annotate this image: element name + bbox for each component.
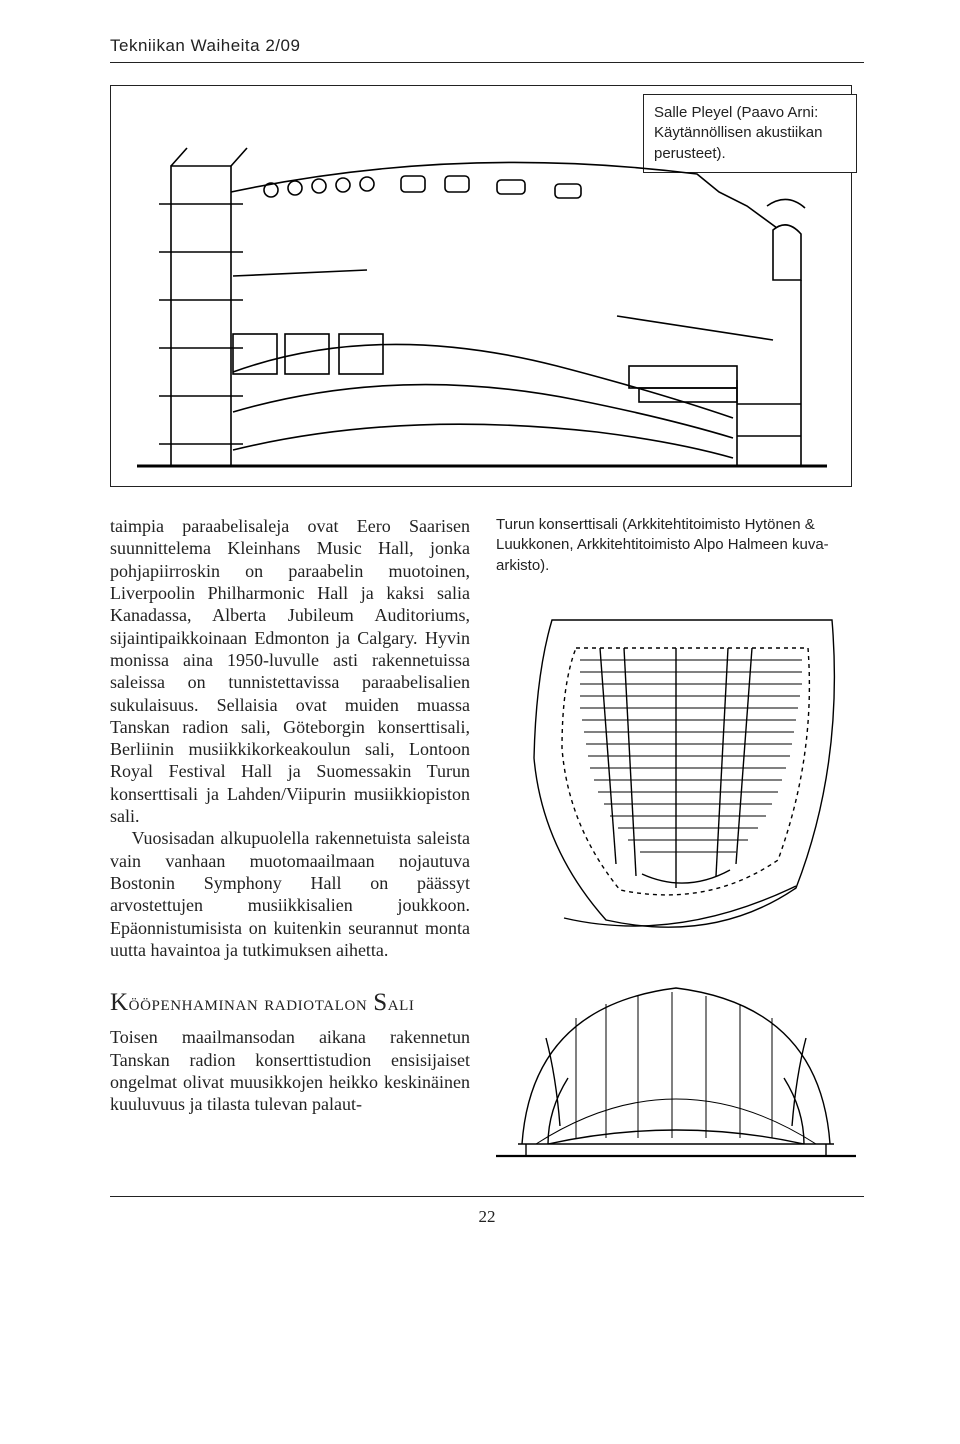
figure-1-drawing xyxy=(137,136,827,468)
paragraph-1: taimpia paraabelisaleja ovat Eero Saaris… xyxy=(110,515,470,827)
body-column-right: Turun konserttisali (Arkkitehtitoimisto … xyxy=(496,515,856,1170)
paragraph-2: Vuosisadan alkupuolella rakennetuista sa… xyxy=(110,827,470,961)
figure-2-caption: Turun konserttisali (Arkkitehtitoimisto … xyxy=(496,515,856,576)
section-paragraph: Toisen maailmansodan aikana rakennetun T… xyxy=(110,1026,470,1115)
figure-3-section-drawing xyxy=(496,966,856,1170)
figure-2-plan-drawing xyxy=(496,588,856,948)
body-column-left: taimpia paraabelisaleja ovat Eero Saaris… xyxy=(110,515,470,1170)
page-number: 22 xyxy=(110,1207,864,1227)
figure-1: Salle Pleyel (Paavo Arni: Käytännöllisen… xyxy=(110,85,852,487)
section-title: Kööpenhaminan radiotalon Sali xyxy=(110,987,470,1018)
rule-top xyxy=(110,62,864,63)
running-head: Tekniikan Waiheita 2/09 xyxy=(110,36,864,56)
rule-bottom xyxy=(110,1196,864,1197)
